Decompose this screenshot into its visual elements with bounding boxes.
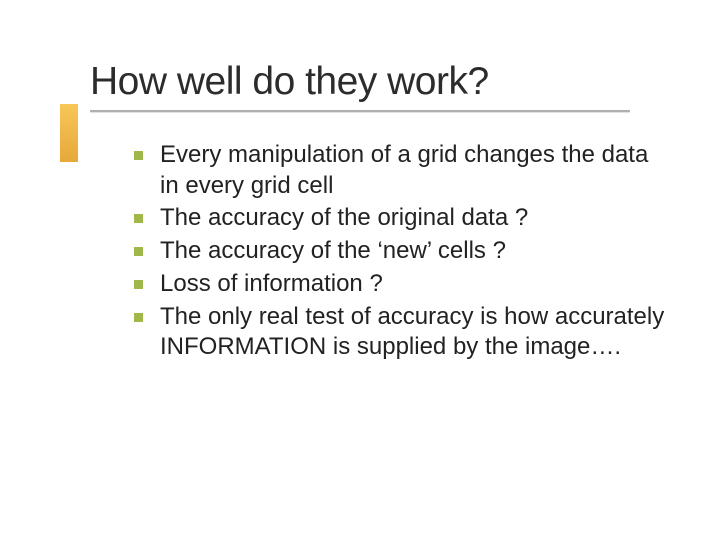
bullet-list: Every manipulation of a grid changes the…	[90, 140, 670, 363]
slide-title: How well do they work?	[90, 60, 670, 104]
list-item: Every manipulation of a grid changes the…	[134, 140, 670, 201]
title-region: How well do they work?	[90, 60, 670, 112]
title-underline	[90, 110, 630, 112]
list-item: The accuracy of the original data ?	[134, 203, 670, 234]
slide: How well do they work? Every manipulatio…	[0, 0, 720, 540]
list-item: Loss of information ?	[134, 269, 670, 300]
list-item: The only real test of accuracy is how ac…	[134, 302, 670, 363]
list-item: The accuracy of the ‘new’ cells ?	[134, 236, 670, 267]
accent-bar-icon	[60, 104, 78, 162]
